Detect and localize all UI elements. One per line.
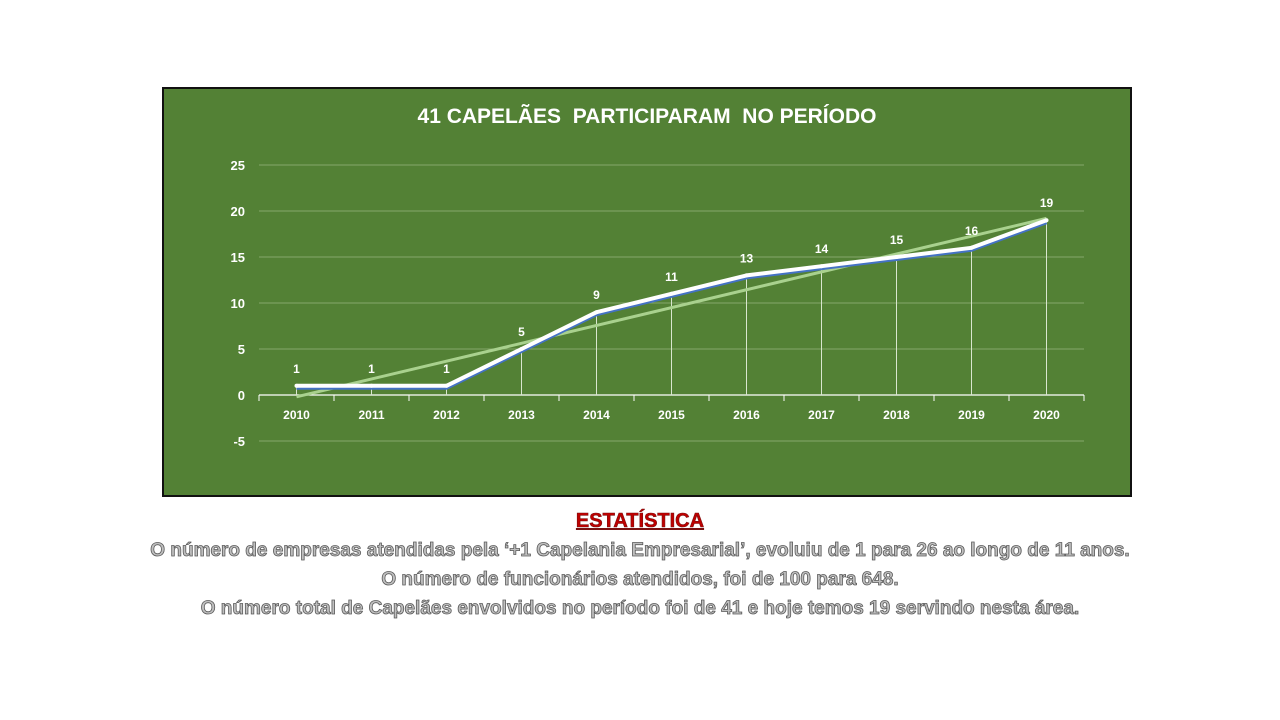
y-tick-label: 10	[231, 296, 245, 311]
data-label: 9	[593, 288, 600, 302]
data-label: 1	[368, 362, 375, 376]
data-point	[369, 383, 374, 388]
data-point	[744, 273, 749, 278]
data-point	[444, 383, 449, 388]
data-point	[894, 255, 899, 259]
y-tick-label: 20	[231, 204, 245, 219]
data-label: 13	[740, 251, 754, 265]
data-label: 1	[293, 362, 300, 376]
x-tick-label: 2013	[508, 408, 535, 422]
x-tick-label: 2020	[1033, 408, 1060, 422]
y-tick-label: 5	[238, 342, 245, 357]
statistics-heading: ESTATÍSTICA	[575, 510, 705, 533]
caption-line-companies: O número de empresas atendidas pela ‘+1 …	[150, 540, 1130, 562]
data-label: 11	[665, 270, 678, 284]
data-point	[1044, 218, 1049, 223]
trendline	[296, 216, 1047, 399]
data-point	[669, 291, 674, 296]
y-tick-label: 15	[231, 250, 245, 265]
data-point	[819, 264, 824, 269]
caption-line-employees: O número de funcionários atendidos, foi …	[381, 569, 899, 591]
x-tick-label: 2015	[658, 408, 685, 422]
chart-area: -5 0 5 10 15 20 25 2010 2011 2012 2013 2014 2015 2016…	[162, 87, 1132, 497]
y-tick-label: -5	[233, 434, 245, 449]
y-tick-label: 0	[238, 388, 245, 403]
caption-line-chaplains: O número total de Capelães envolvidos no…	[200, 598, 1080, 620]
data-point	[294, 383, 299, 388]
x-tick-label: 2019	[958, 408, 985, 422]
y-tick-label: 25	[231, 158, 245, 173]
data-point	[594, 310, 599, 315]
x-tick-label: 2018	[883, 408, 910, 422]
statistics-caption: ESTATÍSTICA O número de empresas atendid…	[0, 506, 1280, 623]
x-tick-label: 2012	[433, 408, 460, 422]
x-tick-label: 2016	[733, 408, 760, 422]
data-point	[969, 245, 974, 250]
data-label: 16	[965, 224, 979, 238]
chart-title: 41 CAPELÃES PARTICIPARAM NO PERÍODO	[418, 105, 877, 128]
data-label: 19	[1040, 196, 1054, 210]
data-label: 15	[890, 233, 904, 247]
data-label: 5	[518, 325, 525, 339]
data-point	[519, 347, 524, 351]
x-tick-label: 2017	[808, 408, 835, 422]
x-tick-label: 2011	[358, 408, 384, 422]
data-label: 1	[443, 362, 450, 376]
data-label: 14	[815, 242, 829, 256]
x-tick-label: 2014	[583, 408, 610, 422]
x-tick-label: 2010	[283, 408, 310, 422]
